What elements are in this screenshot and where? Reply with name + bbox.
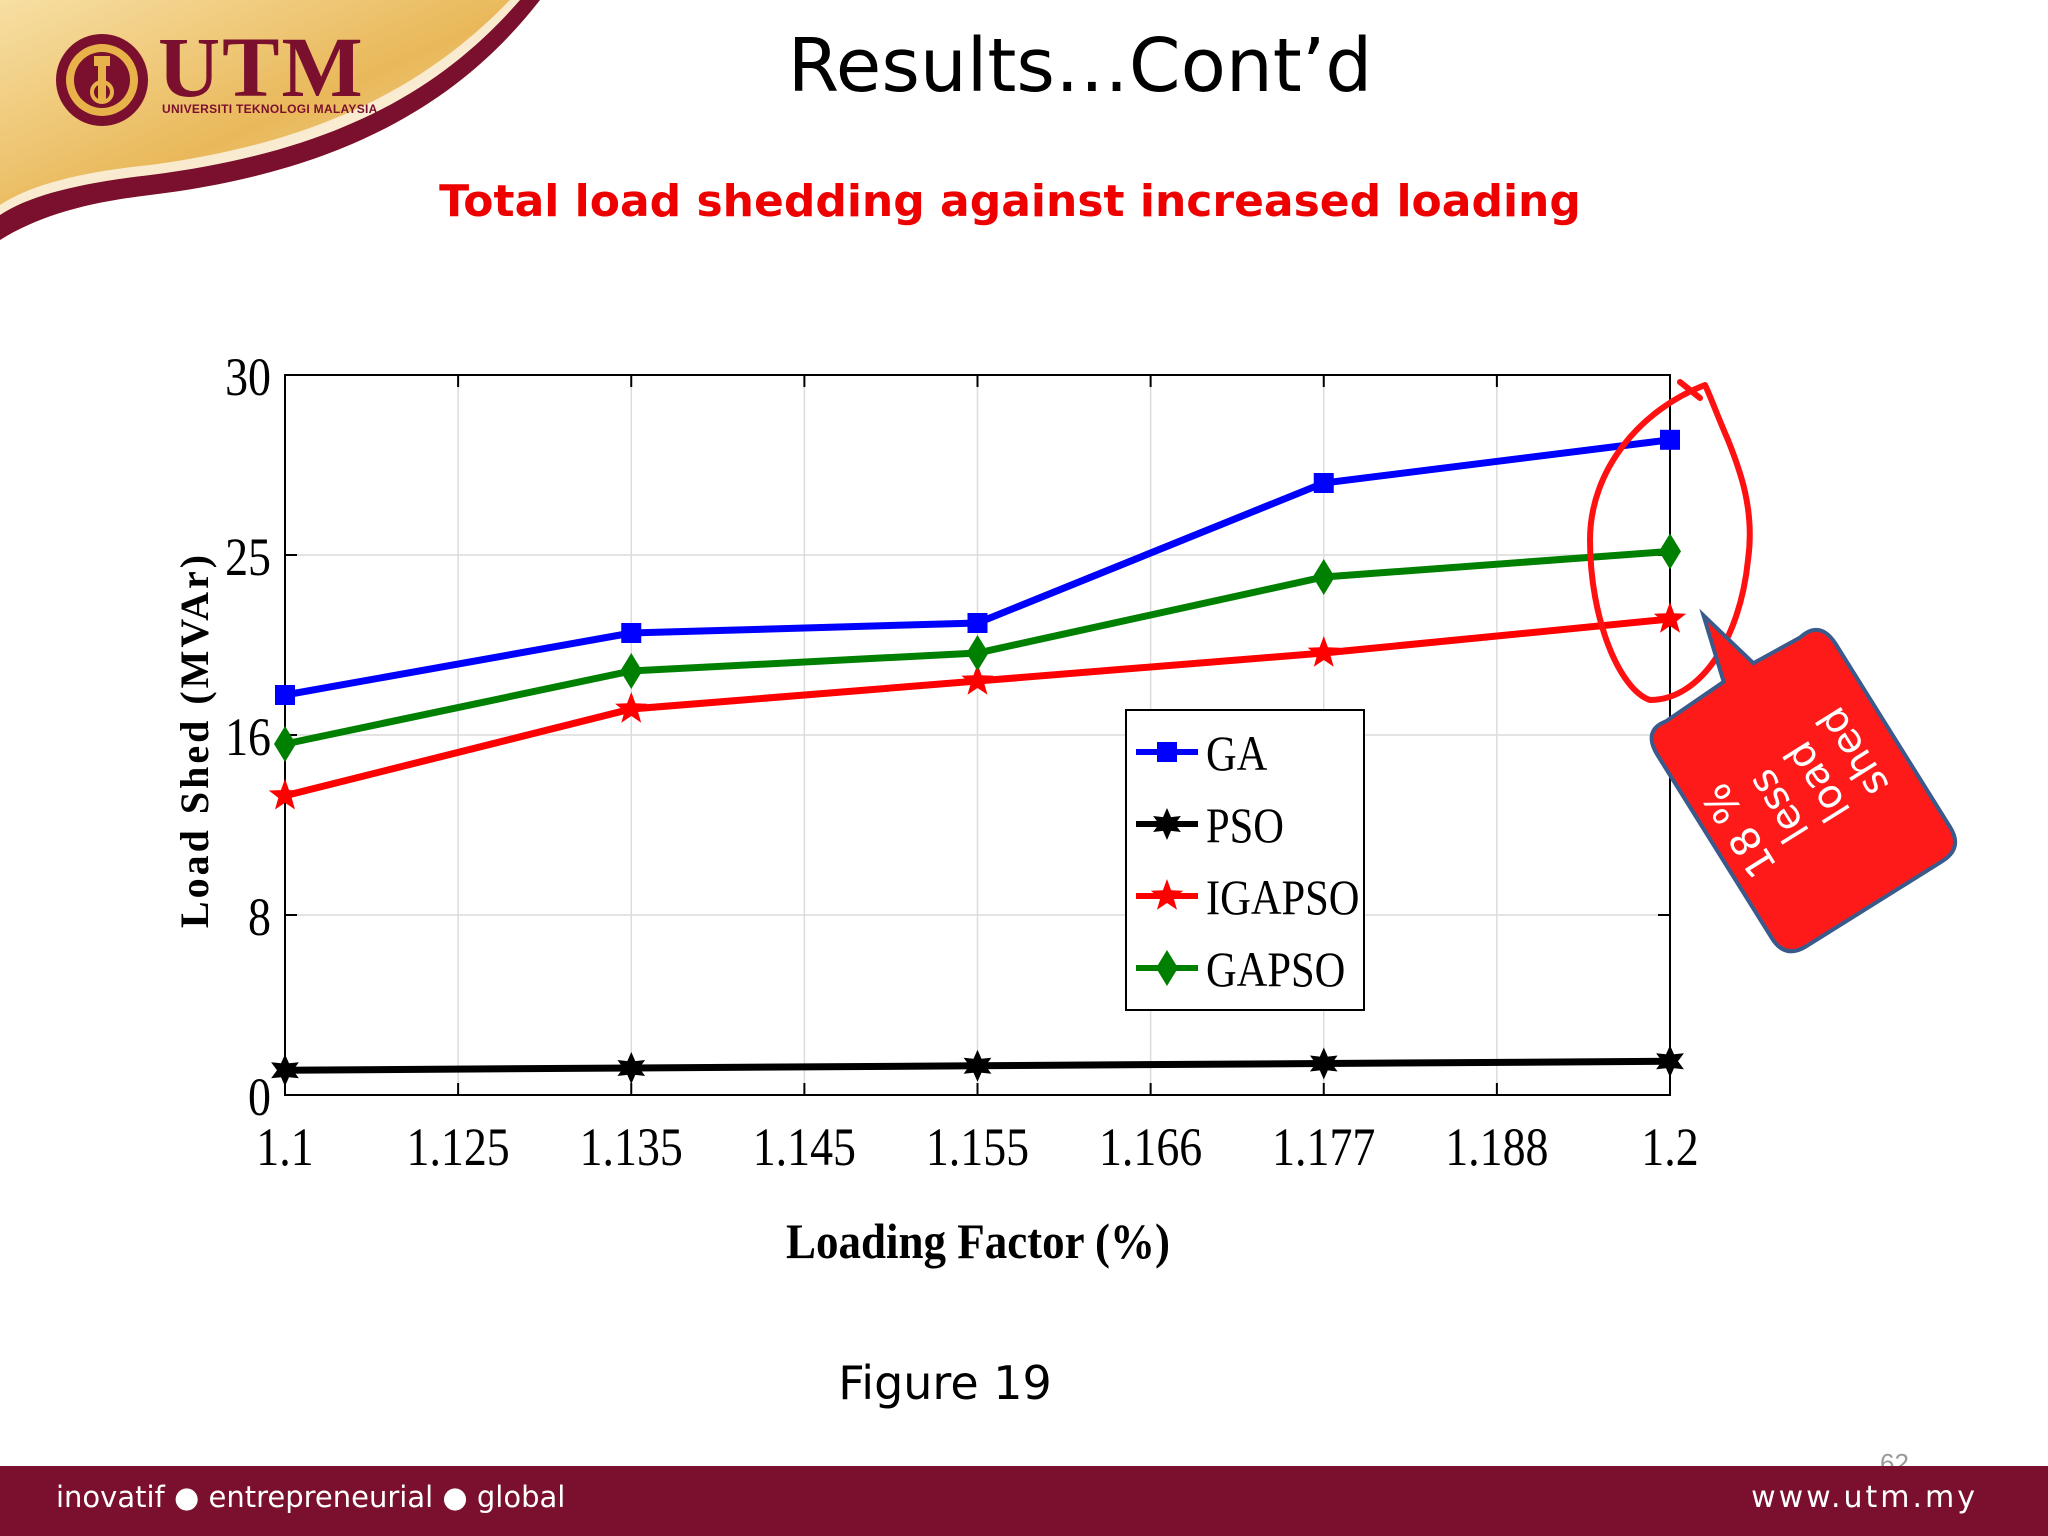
series-igapso — [268, 602, 1687, 810]
x-tick-label: 1.188 — [1445, 1117, 1548, 1177]
logo-subtitle: UNIVERSITI TEKNOLOGI MALAYSIA — [162, 102, 378, 116]
data-point-gapso — [620, 653, 643, 689]
data-point-pso — [271, 1054, 299, 1087]
series-pso — [271, 1045, 1684, 1087]
data-point-ga — [621, 623, 642, 643]
data-point-ga — [1660, 429, 1680, 450]
data-point-ga — [1313, 473, 1334, 493]
legend-label: IGAPSO — [1206, 871, 1359, 926]
x-axis-label: Loading Factor (%) — [786, 1215, 1170, 1270]
data-point-igapso — [1653, 602, 1687, 633]
data-point-gapso — [1659, 533, 1681, 570]
legend-marker — [1153, 808, 1181, 840]
series-ga — [275, 429, 1680, 705]
slide-title: Results…Cont’d — [787, 23, 1373, 109]
callout-bubble: 18 % less load shed — [1649, 608, 1958, 954]
data-point-pso — [1656, 1045, 1684, 1078]
x-tick-label: 1.155 — [926, 1117, 1029, 1177]
footer-bar: inovatif ● entrepreneurial ● global www.… — [0, 1466, 2048, 1536]
y-tick-label: 25 — [225, 527, 271, 587]
chart-subtitle: Total load shedding against increased lo… — [439, 176, 1581, 227]
x-tick-label: 1.166 — [1099, 1117, 1202, 1177]
data-point-pso — [963, 1049, 992, 1082]
x-tick-label: 1.2 — [1641, 1117, 1698, 1177]
legend-marker — [1157, 742, 1177, 762]
y-tick-label: 16 — [225, 707, 271, 767]
data-point-pso — [1309, 1047, 1338, 1080]
legend-marker — [1150, 879, 1184, 910]
figure-caption: Figure 19 — [838, 1356, 1052, 1410]
y-axis-label: Load Shed (MVAr) — [172, 552, 217, 928]
y-tick-label: 30 — [225, 347, 271, 407]
annotation-circle — [1586, 382, 1753, 704]
utm-emblem-icon — [56, 34, 148, 126]
legend-label: GA — [1206, 727, 1268, 782]
x-tick-label: 1.145 — [753, 1117, 856, 1177]
legend-label: GAPSO — [1206, 943, 1345, 998]
data-point-igapso — [268, 778, 302, 810]
data-point-gapso — [274, 726, 296, 762]
x-tick-label: 1.125 — [406, 1117, 509, 1177]
logo-name: UTM — [158, 19, 365, 115]
x-tick-label: 1.135 — [580, 1117, 683, 1177]
data-point-ga — [275, 685, 295, 705]
x-tick-label: 1.1 — [256, 1117, 313, 1177]
data-point-gapso — [966, 635, 989, 671]
x-tick-label: 1.177 — [1272, 1117, 1375, 1177]
legend-label: PSO — [1206, 799, 1284, 854]
annotation-tick — [1677, 379, 1703, 401]
y-tick-label: 0 — [248, 1067, 271, 1127]
data-point-ga — [967, 613, 988, 633]
data-point-igapso — [961, 664, 994, 695]
data-point-igapso — [615, 692, 648, 723]
footer-tagline: inovatif ● entrepreneurial ● global — [56, 1480, 566, 1514]
legend-marker — [1156, 950, 1178, 986]
utm-logo: UTM UNIVERSITI TEKNOLOGI MALAYSIA — [52, 24, 392, 130]
series-gapso — [274, 533, 1681, 762]
data-point-pso — [617, 1052, 646, 1084]
footer-url[interactable]: www.utm.my — [1751, 1480, 1978, 1515]
y-tick-label: 8 — [248, 887, 271, 947]
data-point-igapso — [1307, 636, 1340, 667]
data-point-gapso — [1312, 559, 1335, 595]
